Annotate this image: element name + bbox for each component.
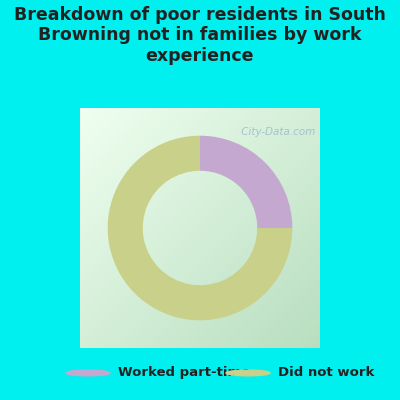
Circle shape [66, 370, 110, 376]
Circle shape [226, 370, 270, 376]
Text: City-Data.com: City-Data.com [238, 127, 315, 137]
Text: Breakdown of poor residents in South Browning not in families by work experience: Breakdown of poor residents in South Bro… [14, 6, 386, 65]
Text: Worked part-time: Worked part-time [118, 366, 250, 380]
Wedge shape [108, 136, 292, 320]
Text: Did not work: Did not work [278, 366, 374, 380]
Wedge shape [200, 136, 292, 228]
